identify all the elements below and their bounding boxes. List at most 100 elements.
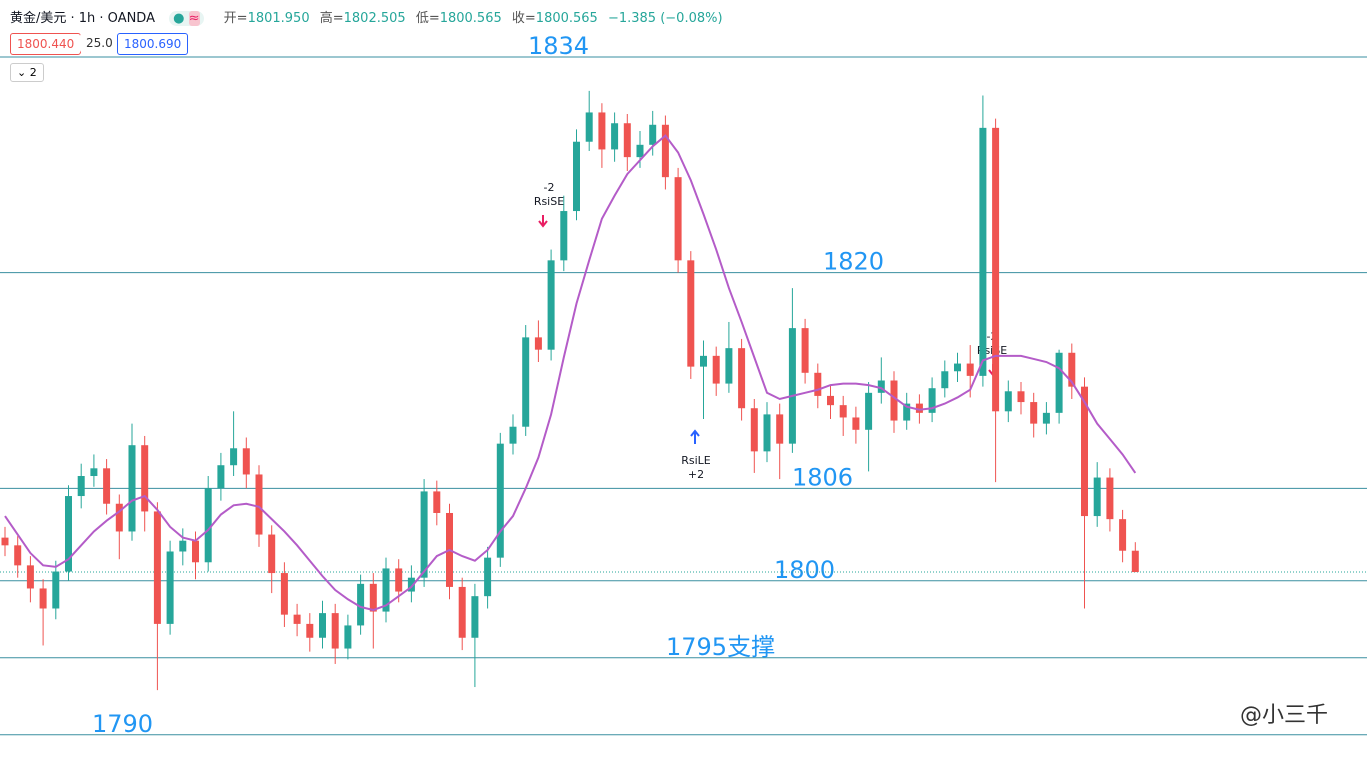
candle-body bbox=[65, 496, 72, 572]
candle-body bbox=[115, 503, 123, 532]
candle-body bbox=[674, 177, 682, 261]
candle-body bbox=[331, 613, 339, 649]
candle-body bbox=[649, 124, 657, 145]
candle-body bbox=[128, 445, 136, 532]
candle-body bbox=[484, 557, 492, 597]
signal-label: +2 bbox=[688, 468, 704, 481]
symbol: 黄金/美元 · 1h · OANDA bbox=[10, 11, 155, 26]
candle-body bbox=[369, 583, 377, 612]
candle-body bbox=[204, 488, 212, 563]
candle-body bbox=[471, 596, 479, 638]
candle-body bbox=[1, 537, 9, 546]
open-label: 开= bbox=[223, 11, 248, 26]
candle-body bbox=[1042, 412, 1050, 424]
candle-body bbox=[306, 623, 314, 638]
candle-body bbox=[534, 337, 542, 350]
candle-body bbox=[382, 568, 390, 612]
candle-body bbox=[1106, 477, 1114, 520]
open-value: 1801.950 bbox=[247, 11, 310, 26]
candle-body bbox=[890, 380, 898, 421]
change: −1.385 (−0.08%) bbox=[607, 11, 723, 26]
candle-body bbox=[357, 583, 365, 626]
indicator-count: 2 bbox=[29, 66, 37, 79]
candle-body bbox=[153, 511, 161, 624]
low-value: 1800.565 bbox=[439, 11, 502, 26]
candle-body bbox=[763, 414, 771, 452]
signal-label: RsiSE bbox=[534, 195, 564, 208]
candle-body bbox=[141, 445, 149, 512]
signal-label: -2 bbox=[544, 181, 555, 194]
candle-body bbox=[788, 328, 796, 444]
sell-arrow bbox=[538, 215, 548, 228]
candle-body bbox=[560, 211, 568, 261]
candle-body bbox=[814, 372, 822, 396]
candle-body bbox=[1068, 352, 1076, 387]
candle-body bbox=[547, 260, 555, 350]
candle-body bbox=[687, 260, 695, 367]
candle-body bbox=[103, 468, 111, 504]
candle-body bbox=[1055, 352, 1063, 413]
spread: 25.0 bbox=[80, 33, 119, 53]
candle-body bbox=[915, 403, 923, 413]
candle-body bbox=[509, 426, 517, 444]
candle-body bbox=[319, 613, 326, 638]
candle-body bbox=[395, 568, 403, 592]
bid[interactable]: 1800.440 bbox=[10, 33, 82, 55]
candle-body bbox=[598, 112, 606, 150]
close-value: 1800.565 bbox=[535, 11, 598, 26]
high-value: 1802.505 bbox=[343, 11, 406, 26]
status: ● ≈ bbox=[169, 11, 204, 26]
candle-body bbox=[865, 392, 873, 430]
candle-body bbox=[852, 417, 860, 430]
moving-average bbox=[4, 134, 1137, 612]
candle-body bbox=[293, 614, 301, 624]
ask[interactable]: 1800.690 bbox=[117, 33, 189, 55]
candle-body bbox=[941, 371, 949, 389]
candle-body bbox=[26, 565, 34, 589]
candle-body bbox=[979, 127, 987, 376]
level-label: 1820 bbox=[823, 248, 884, 276]
candle-body bbox=[573, 141, 580, 212]
candle-body bbox=[966, 363, 974, 376]
signal-label: RsiLE bbox=[681, 454, 711, 467]
candle-body bbox=[1093, 477, 1101, 517]
high-label: 高= bbox=[319, 11, 344, 26]
candle-body bbox=[1004, 391, 1012, 412]
candle-body bbox=[268, 534, 276, 574]
candle-body bbox=[1131, 550, 1139, 573]
candle-body bbox=[903, 403, 911, 421]
candle-body bbox=[839, 405, 847, 418]
close-label: 收= bbox=[511, 11, 536, 26]
level-label: 1806 bbox=[792, 463, 853, 491]
candle-body bbox=[230, 448, 238, 466]
candle-body bbox=[242, 448, 250, 475]
candle-body bbox=[992, 127, 1000, 412]
candle-body bbox=[14, 545, 22, 566]
candle-body bbox=[179, 540, 187, 552]
low-label: 低= bbox=[415, 11, 440, 26]
candle-body bbox=[661, 124, 669, 178]
candle-body bbox=[344, 625, 352, 649]
buy-arrow bbox=[690, 429, 700, 444]
candle-body bbox=[725, 348, 733, 384]
header: 黄金/美元 · 1h · OANDA ● ≈ 开=1801.950 高=1802… bbox=[10, 7, 723, 26]
candle-body bbox=[166, 551, 174, 624]
signal-label: -2 bbox=[987, 330, 998, 343]
candle-body bbox=[77, 476, 85, 497]
candle-body bbox=[738, 348, 746, 409]
candle-body bbox=[1017, 391, 1025, 403]
indicator-toggle[interactable]: ⌄ 2 bbox=[10, 63, 44, 82]
candle-body bbox=[611, 123, 619, 150]
candle-body bbox=[712, 355, 720, 384]
candle-body bbox=[407, 577, 415, 592]
candle-body bbox=[39, 588, 47, 609]
candle-body bbox=[585, 112, 593, 142]
candle-body bbox=[255, 474, 263, 535]
candle-body bbox=[700, 355, 707, 367]
candle-body bbox=[1030, 402, 1038, 424]
candle-body bbox=[280, 573, 288, 615]
candle-body bbox=[458, 586, 466, 638]
candle-body bbox=[52, 571, 60, 609]
